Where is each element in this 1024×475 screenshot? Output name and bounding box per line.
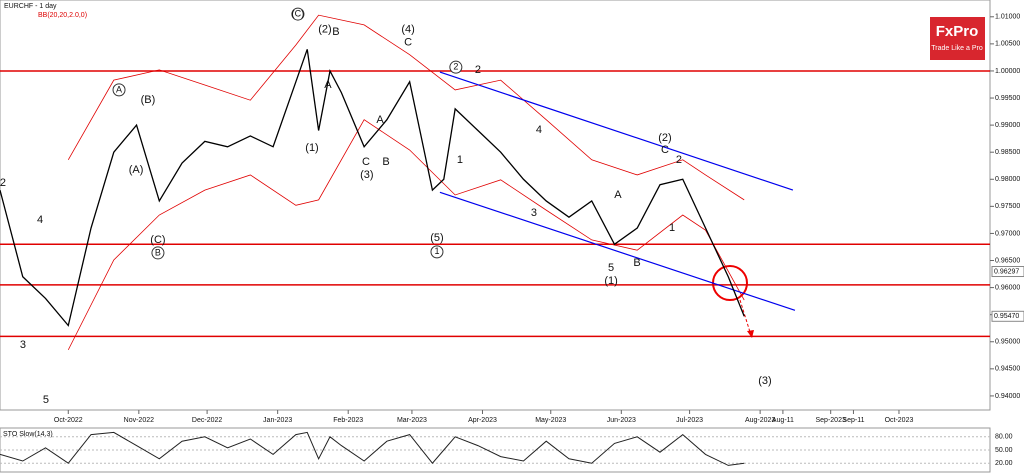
tagline: Trade Like a Pro: [931, 45, 983, 52]
stoch-tick-label: 50.00: [995, 447, 1013, 454]
x-tick-label: Oct-2023: [885, 417, 914, 424]
wave-label: (C): [292, 8, 305, 18]
wave-label: 3: [20, 339, 26, 351]
x-tick-label: Dec-2022: [192, 417, 222, 424]
indicator-label: BB(20,20,2.0,0): [38, 12, 87, 19]
wave-label: (A): [129, 164, 144, 176]
x-tick-label: Mar-2023: [397, 417, 427, 424]
wave-label: C: [661, 144, 669, 156]
y-tick-label: 0.96000: [995, 284, 1020, 291]
annotation-circle: [449, 60, 463, 74]
wave-label: (5): [430, 232, 443, 244]
wave-label: (B): [141, 94, 156, 106]
stoch-line: [0, 431, 745, 466]
x-tick-label: Sep-11: [842, 417, 864, 424]
wave-label: 5: [608, 262, 614, 274]
y-tick-label: 0.96500: [995, 257, 1020, 264]
highlight-circle: [712, 265, 748, 301]
x-tick-label: Sep-2023: [816, 417, 846, 424]
wave-label: A: [376, 114, 384, 126]
wave-label: (2): [318, 24, 331, 36]
logo: FxPro: [936, 23, 979, 40]
plot-frame: [0, 0, 991, 411]
stoch-tick-label: 20.00: [995, 460, 1013, 467]
y-tick-label: 1.01000: [995, 14, 1020, 21]
x-tick-label: Oct-2022: [54, 417, 83, 424]
y-tick-label: 0.98000: [995, 176, 1020, 183]
wave-label: 2: [676, 154, 682, 166]
price-tag-label: 0.95470: [994, 313, 1019, 320]
price-line: [0, 49, 745, 327]
y-tick-label: 0.94000: [995, 393, 1020, 400]
y-tick-label: 0.94500: [995, 366, 1020, 373]
wave-label: B: [155, 247, 161, 257]
x-tick-label: Apr-2023: [468, 417, 497, 424]
annotation-circle: [112, 83, 126, 97]
wave-label: C: [362, 156, 370, 168]
stoch-label: STO Slow(14,3): [3, 431, 53, 438]
chart-title: EURCHF - 1 day: [4, 3, 57, 10]
wave-label: B: [382, 156, 389, 168]
y-tick-label: 0.99500: [995, 95, 1020, 102]
stoch-tick-label: 80.00: [995, 434, 1013, 441]
annotation-circle: [291, 7, 305, 21]
wave-label: A: [324, 79, 332, 91]
channel-line: [439, 191, 796, 311]
wave-label: (2): [658, 132, 671, 144]
wave-label: 1: [434, 246, 439, 256]
forecast-arrow: [739, 299, 751, 333]
wave-label: (4): [401, 24, 414, 36]
wave-label: (1): [604, 275, 617, 287]
x-tick-label: Feb-2023: [333, 417, 363, 424]
wave-label: (3): [758, 375, 771, 387]
bb-lower: [67, 119, 745, 351]
annotation-circle: [151, 246, 165, 260]
wave-label: B: [332, 26, 339, 38]
x-tick-label: Jul-2023: [676, 417, 703, 424]
wave-label: (1): [305, 142, 318, 154]
x-tick-label: May-2023: [535, 417, 566, 424]
wave-label: 1: [457, 154, 463, 166]
y-tick-label: 1.00500: [995, 41, 1020, 48]
price-tag-label: 0.96297: [994, 268, 1019, 275]
wave-label: A: [614, 189, 622, 201]
x-tick-label: Aug-11: [772, 417, 794, 424]
annotation-circle: [430, 245, 444, 259]
y-tick-label: 0.95000: [995, 339, 1020, 346]
bb-upper: [67, 14, 745, 201]
logo-box: [930, 17, 985, 60]
x-tick-label: Jun-2023: [607, 417, 636, 424]
wave-label: 2: [0, 177, 6, 189]
wave-label: (3): [360, 169, 373, 181]
x-tick-label: Jan-2023: [263, 417, 292, 424]
wave-label: 2: [475, 64, 481, 76]
x-tick-label: Aug-2023: [745, 417, 775, 424]
wave-label: C: [404, 37, 412, 49]
y-tick-label: 0.99000: [995, 122, 1020, 129]
wave-label: B: [633, 257, 640, 269]
channel-line: [439, 71, 794, 191]
x-tick-label: Nov-2022: [124, 417, 154, 424]
y-tick-label: 1.00000: [995, 68, 1020, 75]
price-tag: [991, 266, 1024, 278]
wave-label: 4: [536, 124, 542, 136]
wave-label: 3: [531, 207, 537, 219]
wave-label: A: [116, 84, 122, 94]
wave-label: 5: [43, 394, 49, 406]
wave-label: 1: [669, 222, 675, 234]
wave-label: (C): [150, 234, 165, 246]
y-tick-label: 0.98500: [995, 149, 1020, 156]
y-tick-label: 0.97500: [995, 203, 1020, 210]
wave-label: 4: [37, 214, 43, 226]
price-tag: [991, 310, 1024, 322]
wave-label: 2: [453, 62, 458, 72]
y-tick-label: 0.97000: [995, 230, 1020, 237]
